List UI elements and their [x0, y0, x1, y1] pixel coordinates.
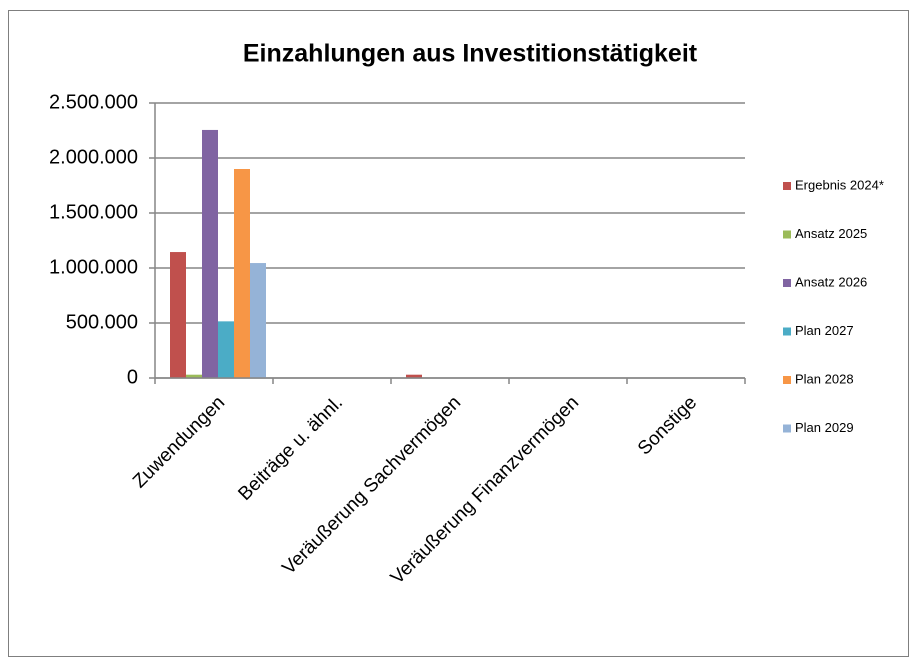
- legend-label: Ergebnis 2024*: [795, 177, 884, 192]
- bar: [234, 169, 250, 378]
- legend-swatch: [783, 182, 791, 190]
- legend-label: Plan 2028: [795, 371, 854, 386]
- y-tick-label: 0: [127, 366, 138, 388]
- bar: [170, 252, 186, 378]
- chart-title: Einzahlungen aus Investitionstätigkeit: [243, 40, 698, 68]
- bar: [218, 321, 234, 378]
- legend-swatch: [783, 424, 791, 433]
- legend-swatch: [783, 279, 791, 287]
- chart-border: [8, 10, 909, 657]
- y-tick-label: 2.500.000: [49, 91, 138, 113]
- bar: [406, 374, 422, 378]
- legend-label: Ansatz 2026: [795, 274, 867, 289]
- bar: [202, 129, 218, 378]
- legend-label: Plan 2027: [795, 323, 854, 338]
- legend-label: Ansatz 2025: [795, 226, 867, 241]
- legend-swatch: [783, 230, 791, 239]
- legend-swatch: [783, 327, 791, 336]
- y-tick-label: 1.000.000: [49, 256, 138, 278]
- bar: [250, 263, 266, 378]
- y-tick-label: 1.500.000: [49, 201, 138, 223]
- y-tick-label: 500.000: [66, 311, 138, 333]
- legend-label: Plan 2029: [795, 420, 854, 435]
- legend-swatch: [783, 376, 791, 384]
- bar: [186, 374, 202, 378]
- y-tick-label: 2.000.000: [49, 146, 138, 168]
